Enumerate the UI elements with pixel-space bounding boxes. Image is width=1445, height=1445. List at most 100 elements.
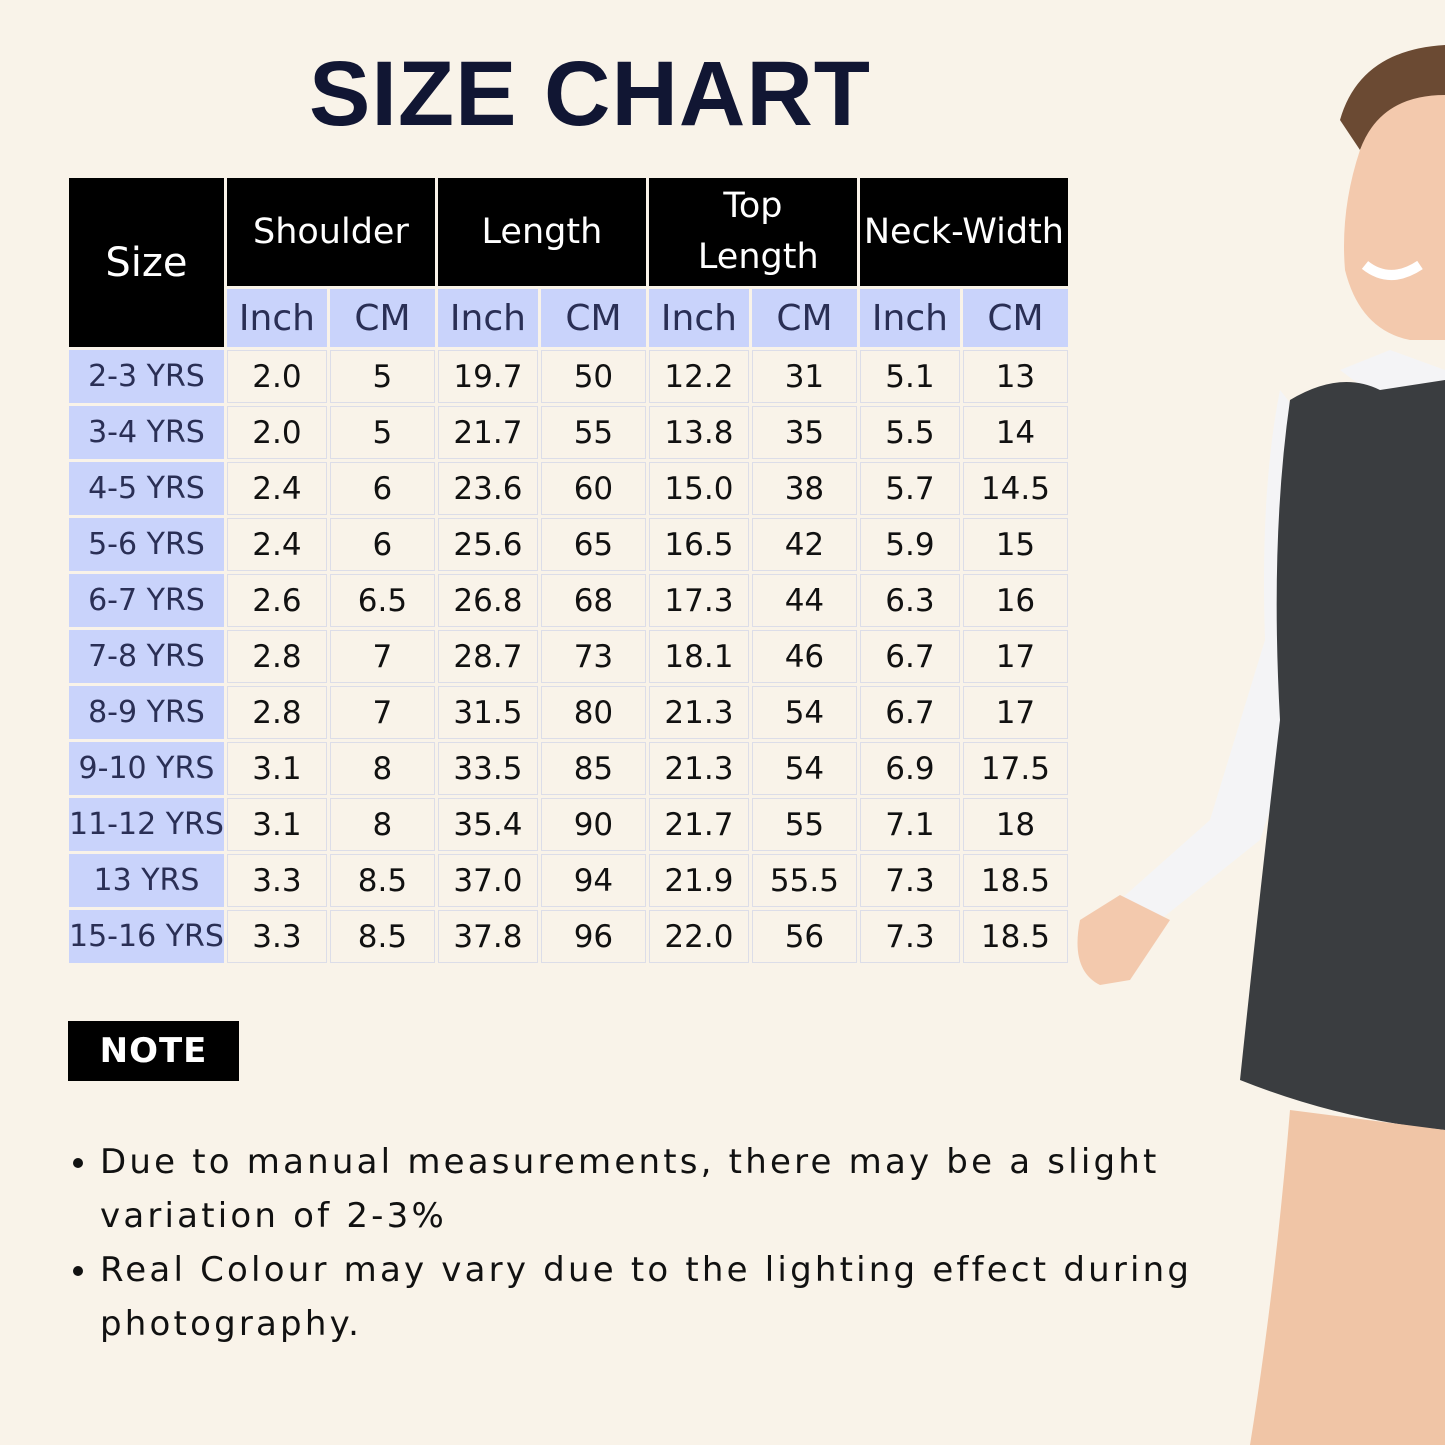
value-cell: 14 (962, 406, 1068, 459)
value-cell: 19.7 (437, 350, 538, 403)
value-cell: 23.6 (437, 462, 538, 515)
value-cell: 21.9 (648, 854, 749, 907)
value-cell: 55 (751, 798, 857, 851)
value-cell: 2.0 (226, 350, 327, 403)
value-cell: 14.5 (962, 462, 1068, 515)
value-cell: 12.2 (648, 350, 749, 403)
size-cell: 15-16 YRS (69, 910, 224, 963)
value-cell: 44 (751, 574, 857, 627)
note-item: Real Colour may vary due to the lighting… (100, 1243, 1230, 1351)
table-row: 8-9 YRS 2.8 7 31.5 80 21.3 54 6.7 17 (69, 686, 1068, 739)
value-cell: 3.1 (226, 798, 327, 851)
value-cell: 55.5 (751, 854, 857, 907)
value-cell: 2.4 (226, 462, 327, 515)
group-header: Top Length (648, 178, 857, 286)
table-row: 11-12 YRS 3.1 8 35.4 90 21.7 55 7.1 18 (69, 798, 1068, 851)
value-cell: 6.7 (859, 630, 960, 683)
value-cell: 28.7 (437, 630, 538, 683)
value-cell: 35.4 (437, 798, 538, 851)
shirt-sleeve (1120, 390, 1320, 920)
unit-header: Inch (437, 289, 538, 347)
value-cell: 50 (540, 350, 646, 403)
page-title: SIZE CHART (309, 43, 871, 145)
value-cell: 5.1 (859, 350, 960, 403)
value-cell: 2.6 (226, 574, 327, 627)
value-cell: 17 (962, 630, 1068, 683)
table-row: 15-16 YRS 3.3 8.5 37.8 96 22.0 56 7.3 18.5 (69, 910, 1068, 963)
value-cell: 35 (751, 406, 857, 459)
value-cell: 5.9 (859, 518, 960, 571)
value-cell: 21.7 (437, 406, 538, 459)
pinafore (1240, 380, 1445, 1130)
value-cell: 7 (329, 686, 435, 739)
table-row: 13 YRS 3.3 8.5 37.0 94 21.9 55.5 7.3 18.5 (69, 854, 1068, 907)
size-header: Size (69, 178, 224, 347)
value-cell: 18.5 (962, 910, 1068, 963)
value-cell: 60 (540, 462, 646, 515)
value-cell: 7.3 (859, 910, 960, 963)
value-cell: 13.8 (648, 406, 749, 459)
value-cell: 90 (540, 798, 646, 851)
hair (1340, 45, 1445, 150)
value-cell: 8 (329, 798, 435, 851)
value-cell: 8.5 (329, 910, 435, 963)
size-cell: 13 YRS (69, 854, 224, 907)
group-header: Shoulder (226, 178, 435, 286)
value-cell: 26.8 (437, 574, 538, 627)
unit-header: CM (962, 289, 1068, 347)
value-cell: 94 (540, 854, 646, 907)
value-cell: 3.3 (226, 910, 327, 963)
value-cell: 18 (962, 798, 1068, 851)
note-item: Due to manual measurements, there may be… (100, 1135, 1230, 1243)
face (1344, 95, 1445, 340)
size-cell: 3-4 YRS (69, 406, 224, 459)
model-photo (1077, 45, 1445, 1445)
value-cell: 2.8 (226, 630, 327, 683)
value-cell: 55 (540, 406, 646, 459)
value-cell: 46 (751, 630, 857, 683)
value-cell: 31.5 (437, 686, 538, 739)
value-cell: 6.5 (329, 574, 435, 627)
value-cell: 6 (329, 518, 435, 571)
value-cell: 31 (751, 350, 857, 403)
value-cell: 13 (962, 350, 1068, 403)
table-row: 4-5 YRS 2.4 6 23.6 60 15.0 38 5.7 14.5 (69, 462, 1068, 515)
group-header-text: Top Length (697, 186, 819, 277)
value-cell: 85 (540, 742, 646, 795)
value-cell: 15 (962, 518, 1068, 571)
leg (1250, 1110, 1445, 1445)
value-cell: 25.6 (437, 518, 538, 571)
size-cell: 11-12 YRS (69, 798, 224, 851)
value-cell: 5 (329, 350, 435, 403)
value-cell: 6 (329, 462, 435, 515)
value-cell: 8.5 (329, 854, 435, 907)
size-cell: 7-8 YRS (69, 630, 224, 683)
value-cell: 18.5 (962, 854, 1068, 907)
value-cell: 6.9 (859, 742, 960, 795)
value-cell: 54 (751, 742, 857, 795)
value-cell: 96 (540, 910, 646, 963)
value-cell: 6.3 (859, 574, 960, 627)
table-row: 7-8 YRS 2.8 7 28.7 73 18.1 46 6.7 17 (69, 630, 1068, 683)
value-cell: 3.3 (226, 854, 327, 907)
value-cell: 80 (540, 686, 646, 739)
value-cell: 6.7 (859, 686, 960, 739)
value-cell: 21.3 (648, 742, 749, 795)
value-cell: 17.3 (648, 574, 749, 627)
table-row: 3-4 YRS 2.0 5 21.7 55 13.8 35 5.5 14 (69, 406, 1068, 459)
value-cell: 37.0 (437, 854, 538, 907)
value-cell: 42 (751, 518, 857, 571)
value-cell: 3.1 (226, 742, 327, 795)
table-row: 5-6 YRS 2.4 6 25.6 65 16.5 42 5.9 15 (69, 518, 1068, 571)
group-header: Length (437, 178, 646, 286)
value-cell: 68 (540, 574, 646, 627)
value-cell: 22.0 (648, 910, 749, 963)
value-cell: 21.3 (648, 686, 749, 739)
size-chart-table: Size Shoulder Length Top Length Neck-Wid… (66, 175, 1071, 966)
value-cell: 2.0 (226, 406, 327, 459)
value-cell: 37.8 (437, 910, 538, 963)
table-row: 6-7 YRS 2.6 6.5 26.8 68 17.3 44 6.3 16 (69, 574, 1068, 627)
value-cell: 8 (329, 742, 435, 795)
value-cell: 54 (751, 686, 857, 739)
unit-header: CM (540, 289, 646, 347)
